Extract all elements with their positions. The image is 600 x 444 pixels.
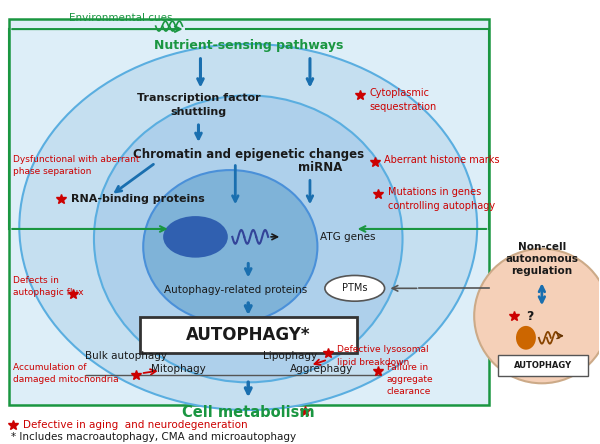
Text: Accumulation of: Accumulation of	[13, 363, 87, 372]
Ellipse shape	[516, 326, 536, 350]
Text: sequestration: sequestration	[370, 102, 437, 112]
Circle shape	[474, 249, 600, 383]
Text: aggregate: aggregate	[386, 375, 433, 384]
Text: PTMs: PTMs	[342, 283, 367, 293]
Text: miRNA: miRNA	[298, 161, 342, 174]
Text: Transcription factor: Transcription factor	[137, 93, 260, 103]
Text: Aberrant histone marks: Aberrant histone marks	[383, 155, 499, 165]
Text: Mutations in genes: Mutations in genes	[388, 187, 481, 197]
Ellipse shape	[325, 275, 385, 301]
Text: Autophagy-related proteins: Autophagy-related proteins	[164, 285, 307, 295]
Ellipse shape	[163, 216, 228, 258]
Text: Defective lysosomal: Defective lysosomal	[337, 345, 428, 354]
Text: Lipophagy: Lipophagy	[263, 351, 317, 361]
Ellipse shape	[143, 170, 317, 323]
Text: ?: ?	[526, 309, 533, 322]
FancyBboxPatch shape	[498, 355, 587, 377]
Text: Dysfunctional with aberrant: Dysfunctional with aberrant	[13, 155, 140, 164]
Text: Mitophagy: Mitophagy	[151, 365, 206, 374]
Text: Aggrephagy: Aggrephagy	[290, 365, 353, 374]
Text: shuttling: shuttling	[170, 107, 227, 117]
Text: AUTOPHAGY*: AUTOPHAGY*	[186, 326, 310, 344]
Text: Defective in aging  and neurodegeneration: Defective in aging and neurodegeneration	[23, 420, 248, 430]
Text: lipid breakdown: lipid breakdown	[337, 358, 409, 367]
FancyBboxPatch shape	[10, 19, 489, 405]
Text: Cytoplasmic: Cytoplasmic	[370, 88, 430, 99]
Ellipse shape	[94, 95, 403, 382]
Text: * Includes macroautophagy, CMA and microautophagy: * Includes macroautophagy, CMA and micro…	[11, 432, 296, 442]
Text: Cell metabolism: Cell metabolism	[182, 405, 314, 420]
Text: Chromatin and epigenetic changes: Chromatin and epigenetic changes	[133, 148, 364, 161]
Text: autophagic flux: autophagic flux	[13, 288, 84, 297]
Text: Bulk autophagy: Bulk autophagy	[85, 351, 167, 361]
Text: Non-cell: Non-cell	[518, 242, 566, 252]
Text: RNA-binding proteins: RNA-binding proteins	[71, 194, 205, 204]
Text: ATG genes: ATG genes	[320, 232, 376, 242]
Text: autonomous: autonomous	[505, 254, 578, 264]
FancyBboxPatch shape	[140, 317, 357, 353]
Text: Failure in: Failure in	[386, 363, 428, 372]
Text: clearance: clearance	[386, 387, 431, 396]
Text: Environmental cues: Environmental cues	[69, 13, 173, 23]
Text: AUTOPHAGY: AUTOPHAGY	[514, 361, 572, 370]
Text: Nutrient-sensing pathways: Nutrient-sensing pathways	[154, 39, 343, 52]
Ellipse shape	[19, 44, 477, 410]
Text: damaged mitochondria: damaged mitochondria	[13, 375, 119, 384]
Text: phase separation: phase separation	[13, 167, 92, 176]
Text: regulation: regulation	[511, 266, 572, 276]
Text: Defects in: Defects in	[13, 276, 59, 285]
Text: controlling autophagy: controlling autophagy	[388, 201, 495, 211]
